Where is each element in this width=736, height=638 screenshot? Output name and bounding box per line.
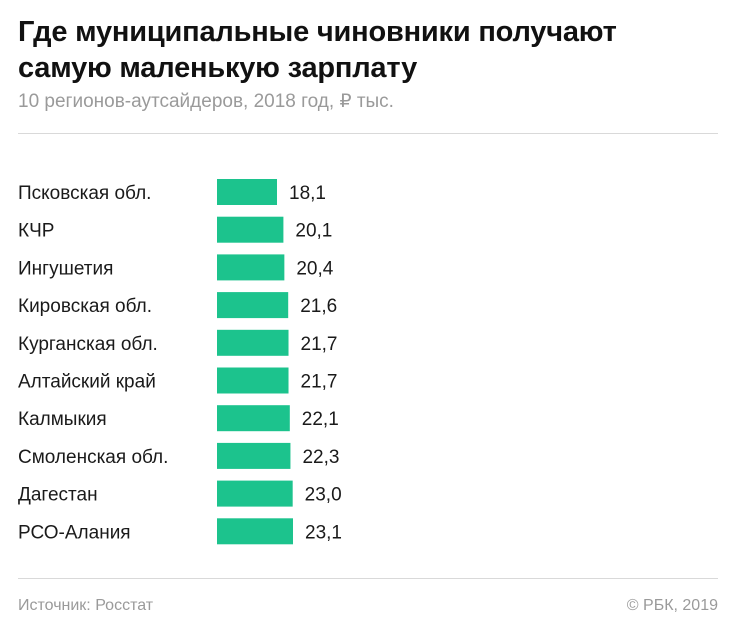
- source-note: Источник: Росстат: [18, 597, 154, 614]
- value-label: 23,0: [305, 485, 342, 506]
- value-label: 21,7: [301, 334, 338, 355]
- bar: [217, 179, 277, 205]
- category-label: Ингушетия: [18, 258, 113, 279]
- bar: [217, 367, 289, 394]
- copyright-note: © РБК, 2019: [626, 597, 718, 614]
- value-label: 22,3: [302, 447, 339, 468]
- category-label: Псковская обл.: [18, 183, 151, 204]
- bar: [217, 518, 293, 545]
- value-label: 18,1: [289, 183, 326, 204]
- bar: [217, 480, 293, 507]
- chart-title: Где муниципальные чиновники получают сам…: [18, 16, 617, 84]
- category-label: Алтайский край: [18, 372, 156, 393]
- category-label: КЧР: [18, 221, 54, 242]
- bar: [217, 216, 284, 243]
- value-label: 20,1: [295, 221, 332, 242]
- category-label: Калмыкия: [18, 409, 107, 430]
- bar: [217, 329, 289, 356]
- category-label: Дагестан: [18, 485, 98, 506]
- bar: [217, 292, 289, 319]
- chart-subtitle: 10 регионов-аутсайдеров, 2018 год, ₽ тыс…: [18, 91, 394, 112]
- bottom-divider: [18, 578, 718, 579]
- category-label: Кировская обл.: [18, 296, 152, 317]
- value-label: 23,1: [305, 522, 342, 543]
- value-label: 22,1: [302, 409, 339, 430]
- category-label: Курганская обл.: [18, 334, 158, 355]
- value-label: 21,7: [301, 372, 338, 393]
- category-label: Смоленская обл.: [18, 447, 168, 468]
- category-label: РСО-Алания: [18, 522, 131, 543]
- bar: [217, 442, 291, 469]
- top-divider: [18, 133, 718, 134]
- value-label: 21,6: [300, 296, 337, 317]
- bar: [217, 405, 290, 432]
- bar: [217, 254, 285, 281]
- value-label: 20,4: [296, 258, 333, 279]
